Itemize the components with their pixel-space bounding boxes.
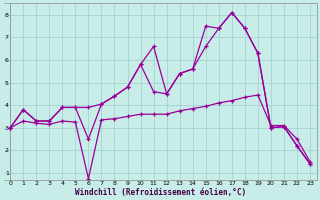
X-axis label: Windchill (Refroidissement éolien,°C): Windchill (Refroidissement éolien,°C) — [75, 188, 246, 197]
